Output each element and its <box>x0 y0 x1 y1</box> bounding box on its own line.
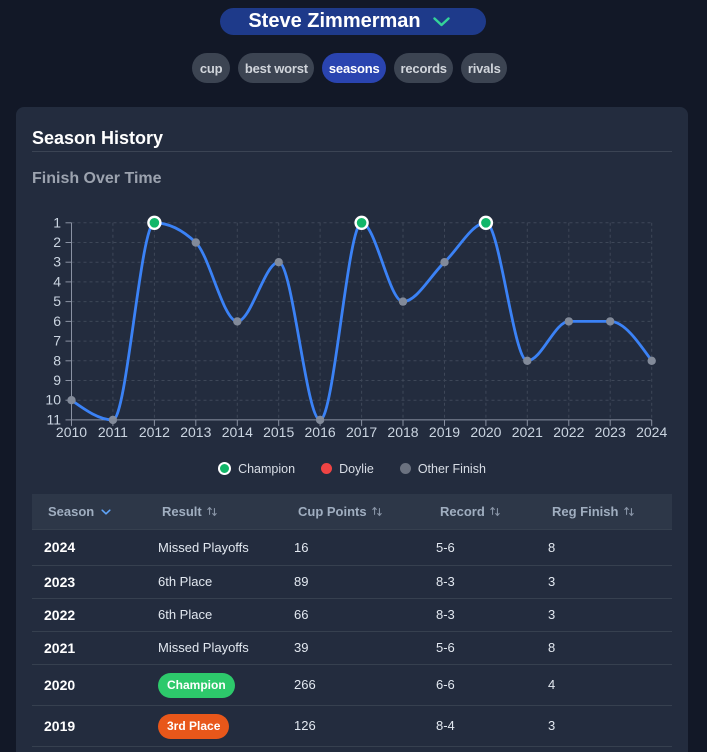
svg-text:2018: 2018 <box>387 424 418 440</box>
svg-text:6: 6 <box>53 313 61 329</box>
svg-text:3: 3 <box>53 254 61 270</box>
svg-text:4: 4 <box>53 273 61 289</box>
svg-text:2019: 2019 <box>429 424 460 440</box>
svg-text:2023: 2023 <box>595 424 626 440</box>
svg-text:2015: 2015 <box>263 424 294 440</box>
svg-text:2016: 2016 <box>305 424 336 440</box>
svg-text:2024: 2024 <box>636 424 667 440</box>
svg-text:2: 2 <box>53 234 61 250</box>
svg-text:9: 9 <box>53 372 61 388</box>
svg-text:8: 8 <box>53 352 61 368</box>
svg-text:2014: 2014 <box>222 424 253 440</box>
svg-text:2021: 2021 <box>512 424 543 440</box>
svg-text:2020: 2020 <box>470 424 501 440</box>
svg-text:7: 7 <box>53 333 61 349</box>
svg-text:1: 1 <box>53 214 61 230</box>
svg-text:2022: 2022 <box>553 424 584 440</box>
svg-text:5: 5 <box>53 293 61 309</box>
svg-text:2011: 2011 <box>98 424 128 440</box>
svg-text:11: 11 <box>46 411 61 427</box>
svg-text:2017: 2017 <box>346 424 377 440</box>
svg-text:2012: 2012 <box>139 424 170 440</box>
svg-text:2013: 2013 <box>180 424 211 440</box>
svg-text:10: 10 <box>45 392 61 408</box>
svg-text:2010: 2010 <box>56 424 87 440</box>
